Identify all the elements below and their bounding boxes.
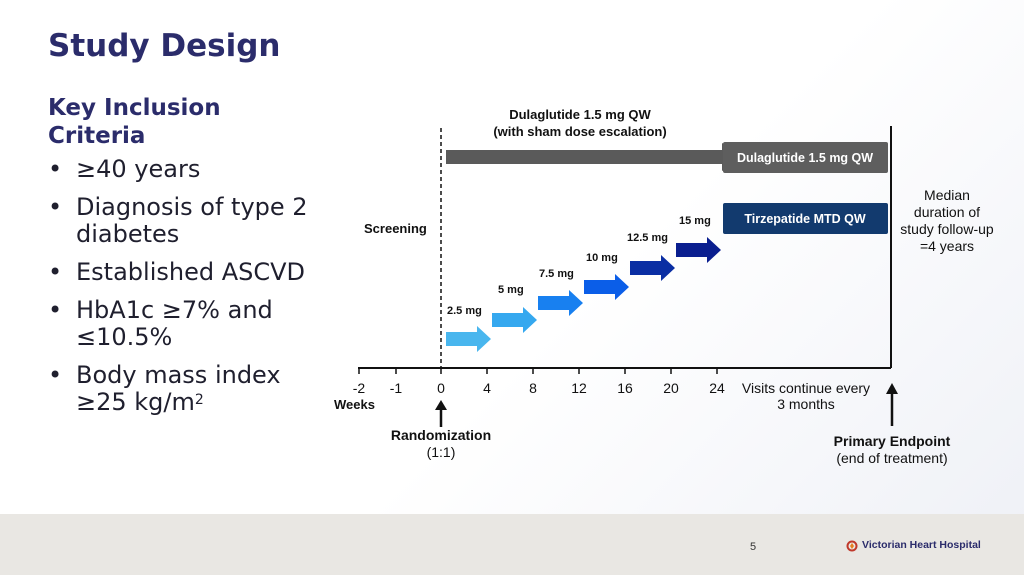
dose-label: 10 mg — [586, 252, 618, 264]
followup-note-line: Median — [924, 187, 970, 203]
inclusion-item: Body mass index ≥25 kg/m2 — [48, 362, 328, 416]
followup-note-line: study follow-up — [900, 221, 994, 237]
dose-arrow-5mg — [492, 307, 537, 333]
primary-endpoint-label: Primary Endpoint — [834, 433, 951, 449]
tick-label: -2 — [353, 380, 366, 396]
randomization-ratio: (1:1) — [427, 444, 456, 460]
dulaglutide-box — [723, 142, 888, 173]
tick-label: 8 — [529, 380, 537, 396]
visits-note-line1: Visits continue every — [742, 380, 870, 396]
inclusion-item: Established ASCVD — [48, 259, 328, 287]
inclusion-item: Diagnosis of type 2 diabetes — [48, 194, 328, 248]
tirzepatide-box-label: Tirzepatide MTD QW — [744, 212, 866, 226]
dose-label: 7.5 mg — [539, 268, 574, 280]
screening-label: Screening — [364, 221, 427, 236]
heart-logo-icon — [846, 539, 858, 552]
logo-text: Victorian Heart Hospital — [862, 539, 981, 551]
page-number: 5 — [750, 541, 757, 553]
tick-label: 24 — [709, 380, 725, 396]
timeline-ticks — [358, 368, 718, 374]
dulaglutide-header-line2: (with sham dose escalation) — [493, 124, 666, 139]
randomization-pointer — [435, 400, 447, 427]
tick-label: 12 — [571, 380, 587, 396]
dose-label: 5 mg — [498, 284, 524, 296]
dose-arrow-2-5mg — [446, 326, 491, 352]
dose-arrow-12-5mg — [630, 255, 675, 281]
hospital-logo: Victorian Heart Hospital — [846, 539, 981, 552]
dose-label: 15 mg — [679, 215, 711, 227]
footer-bar — [0, 514, 1024, 575]
dose-arrow-10mg — [584, 274, 629, 300]
dose-arrow-15mg — [676, 237, 721, 263]
slide-title: Study Design — [48, 28, 281, 64]
tick-label: 0 — [437, 380, 445, 396]
dulaglutide-arrow — [446, 143, 747, 171]
dose-arrow-7-5mg — [538, 290, 583, 316]
dulaglutide-header-line1: Dulaglutide 1.5 mg QW — [509, 107, 651, 122]
randomization-label: Randomization — [391, 427, 491, 443]
primary-endpoint-pointer — [886, 383, 898, 426]
followup-note-line: duration of — [914, 204, 980, 220]
tick-label: 4 — [483, 380, 491, 396]
dulaglutide-box-label: Dulaglutide 1.5 mg QW — [737, 151, 873, 165]
dose-label: 2.5 mg — [447, 305, 482, 317]
tirzepatide-box — [723, 203, 888, 234]
study-design-diagram: Dulaglutide 1.5 mg QW (with sham dose es… — [334, 107, 994, 466]
followup-note-line: =4 years — [920, 238, 974, 254]
tick-label: -1 — [390, 380, 403, 396]
inclusion-list: ≥40 years Diagnosis of type 2 diabetes E… — [48, 156, 328, 427]
inclusion-heading: Key Inclusion Criteria — [48, 95, 221, 149]
dose-label: 12.5 mg — [627, 232, 668, 244]
weeks-axis-label: Weeks — [334, 397, 375, 412]
tick-label: 16 — [617, 380, 633, 396]
primary-endpoint-sublabel: (end of treatment) — [836, 450, 947, 466]
tick-label: 20 — [663, 380, 679, 396]
inclusion-item: HbA1c ≥7% and ≤10.5% — [48, 297, 328, 351]
inclusion-item: ≥40 years — [48, 156, 328, 184]
visits-note-line2: 3 months — [777, 396, 835, 412]
